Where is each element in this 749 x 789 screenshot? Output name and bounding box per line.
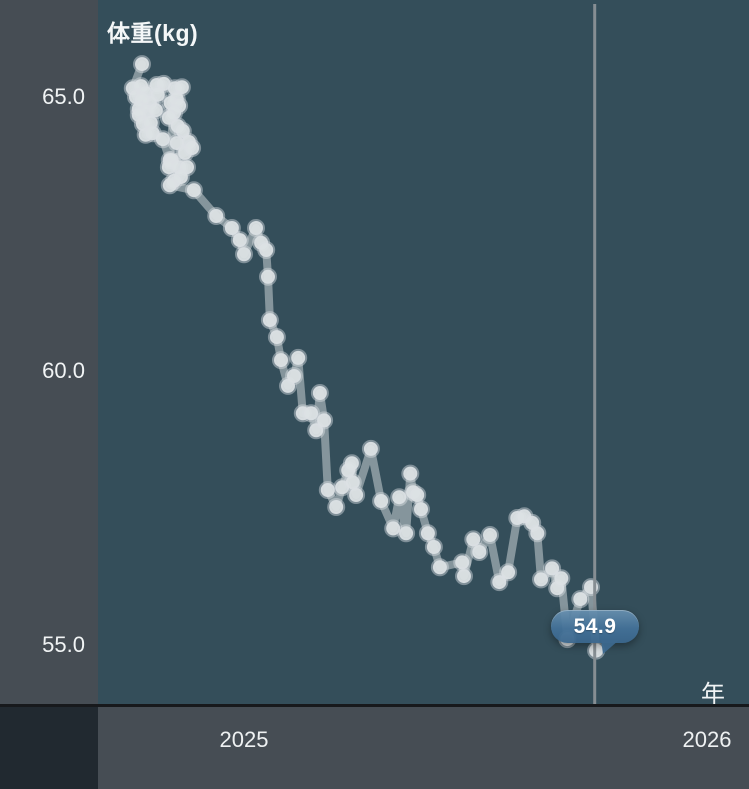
y-tick-label-55: 55.0 — [42, 632, 85, 657]
data-point[interactable] — [167, 134, 186, 153]
data-point[interactable] — [272, 351, 290, 370]
x-axis-line — [0, 704, 749, 707]
data-point[interactable] — [552, 569, 571, 588]
data-point[interactable] — [289, 348, 308, 367]
data-point[interactable] — [571, 590, 590, 609]
data-point[interactable] — [347, 486, 366, 504]
selected-value-callout: 54.9 — [551, 610, 639, 654]
data-point[interactable] — [372, 492, 391, 510]
data-point[interactable] — [160, 176, 179, 195]
data-point[interactable] — [481, 526, 499, 544]
data-point[interactable] — [153, 130, 172, 149]
data-point[interactable] — [412, 500, 430, 519]
data-point[interactable] — [424, 538, 443, 556]
data-point[interactable] — [230, 231, 249, 250]
data-point[interactable] — [307, 421, 326, 440]
x-axis-unit-label: 年 — [701, 681, 725, 708]
data-point[interactable] — [543, 559, 562, 578]
data-point[interactable] — [184, 181, 203, 200]
data-point[interactable] — [247, 219, 265, 237]
data-point[interactable] — [159, 108, 178, 127]
data-point[interactable] — [267, 328, 286, 347]
data-point[interactable] — [172, 78, 191, 97]
data-point[interactable] — [342, 454, 361, 473]
data-point[interactable] — [257, 241, 276, 259]
y-axis-gutter — [0, 0, 98, 707]
data-point[interactable] — [397, 524, 416, 543]
data-point[interactable] — [222, 219, 241, 237]
x-tick-label-2025: 2025 — [219, 727, 269, 752]
x-axis-band — [98, 707, 749, 789]
data-point[interactable] — [285, 367, 303, 385]
x-tick-label-2026: 2026 — [682, 727, 732, 752]
data-point[interactable] — [418, 524, 437, 543]
data-point[interactable] — [260, 311, 279, 330]
data-point[interactable] — [183, 139, 202, 157]
selected-value-text: 54.9 — [573, 614, 617, 638]
data-point[interactable] — [361, 439, 380, 458]
data-point[interactable] — [146, 101, 165, 120]
data-point[interactable] — [384, 519, 403, 538]
axis-corner-block — [0, 707, 98, 789]
y-tick-label-60: 60.0 — [42, 358, 85, 383]
data-point[interactable] — [408, 486, 427, 504]
data-point[interactable] — [430, 558, 449, 577]
data-point[interactable] — [470, 543, 489, 561]
data-point[interactable] — [259, 267, 277, 286]
data-point[interactable] — [318, 481, 337, 499]
data-point[interactable] — [390, 488, 409, 507]
data-point[interactable] — [499, 563, 518, 582]
data-point[interactable] — [464, 530, 483, 549]
data-point[interactable] — [173, 122, 192, 140]
y-tick-label-65: 65.0 — [42, 84, 85, 109]
data-point[interactable] — [532, 570, 550, 589]
data-point[interactable] — [133, 55, 151, 74]
data-point[interactable] — [327, 498, 346, 516]
weight-series-line — [128, 60, 601, 655]
data-point[interactable] — [490, 573, 509, 592]
data-point[interactable] — [315, 411, 334, 430]
chart-title: 体重(kg) — [107, 20, 199, 46]
data-point[interactable] — [401, 464, 420, 483]
data-point[interactable] — [310, 384, 329, 402]
weight-line-chart[interactable] — [0, 0, 749, 707]
data-point[interactable] — [528, 524, 547, 543]
data-point[interactable] — [207, 207, 226, 225]
data-point[interactable] — [235, 245, 253, 264]
data-point[interactable] — [302, 404, 321, 423]
data-point[interactable] — [455, 567, 473, 586]
